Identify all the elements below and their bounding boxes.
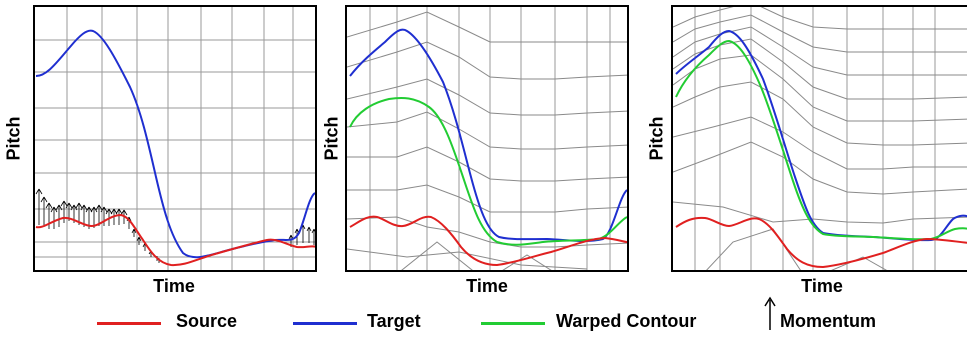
panel-3-target-curve [675,29,967,242]
legend-warped-label: Warped Contour [556,311,697,331]
legend-source-label: Source [176,311,238,331]
panel-1-plot [35,7,315,270]
legend-source-swatch [97,322,161,325]
momentum-arrows [35,188,315,263]
panel-3-grid [694,7,936,270]
panel-2-source-curve [349,215,627,267]
panel-2-plot [347,7,627,270]
legend-target-label: Target [367,311,421,331]
panel-2-x-label: Time [466,276,508,296]
panel-2-grid [369,7,611,270]
panel-3-plot [673,7,967,270]
panel-1-grid [35,7,315,270]
legend-target-swatch [293,322,357,325]
panel-1-y-label: Pitch [3,116,24,161]
legend: Source Target Warped Contour Momentum [0,296,967,338]
panel-warped-2 [671,5,967,272]
panel-source-target [33,5,317,272]
panel-2-y-label: Pitch [321,116,342,161]
panel-1-source-curve [35,213,315,267]
up-arrow-icon [764,296,776,330]
panel-1-target-curve [35,29,315,259]
panel-3-warped-grid [673,7,967,270]
panel-3-source-curve [675,216,967,269]
panel-warped-1 [345,5,629,272]
panel-2-warped-grid [347,11,627,270]
legend-momentum-label: Momentum [780,311,876,331]
panel-1-x-label: Time [153,276,195,296]
legend-warped-swatch [481,322,545,325]
panel-3-warped-curve [675,39,967,241]
panel-3-x-label: Time [801,276,843,296]
panel-3-y-label: Pitch [646,116,667,161]
